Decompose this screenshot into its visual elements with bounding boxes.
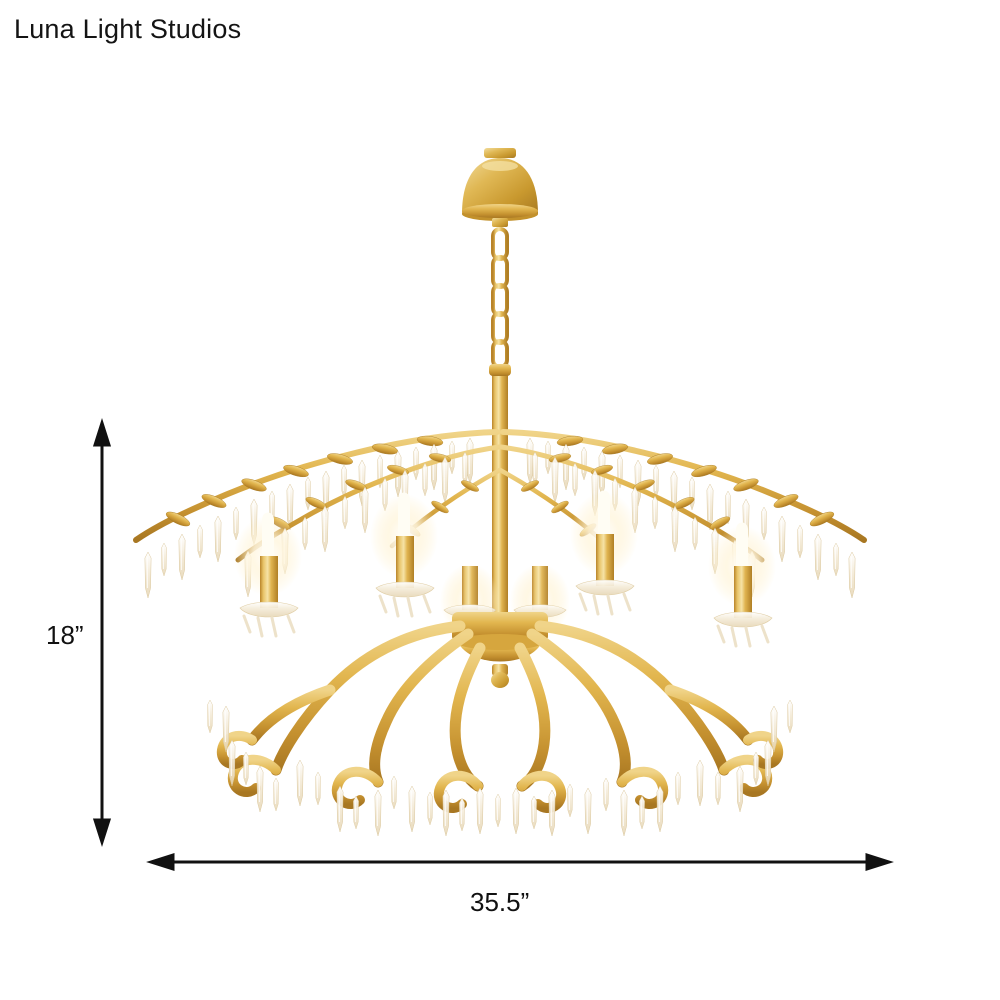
candle-bulb [239,512,299,638]
width-dimension-label: 35.5” [470,887,530,917]
branch-arm-right-outer [500,429,867,599]
lower-crystal-drops [206,699,794,837]
ceiling-canopy [462,148,538,227]
candle-bulbs [239,490,773,648]
width-dimension-line [146,852,894,872]
branch-arm-left-outer [133,429,500,599]
suspension-chain [491,227,509,369]
dimension-lines [92,418,894,872]
candle-bulb [713,522,773,648]
scroll-arm-curls [216,730,784,813]
height-dimension-label: 18” [46,620,84,650]
scroll-arms [246,620,754,792]
height-dimension-line [92,418,112,847]
brand-watermark: Luna Light Studios [14,14,242,44]
candle-bulb [575,490,635,616]
candle-bulb [375,492,435,618]
